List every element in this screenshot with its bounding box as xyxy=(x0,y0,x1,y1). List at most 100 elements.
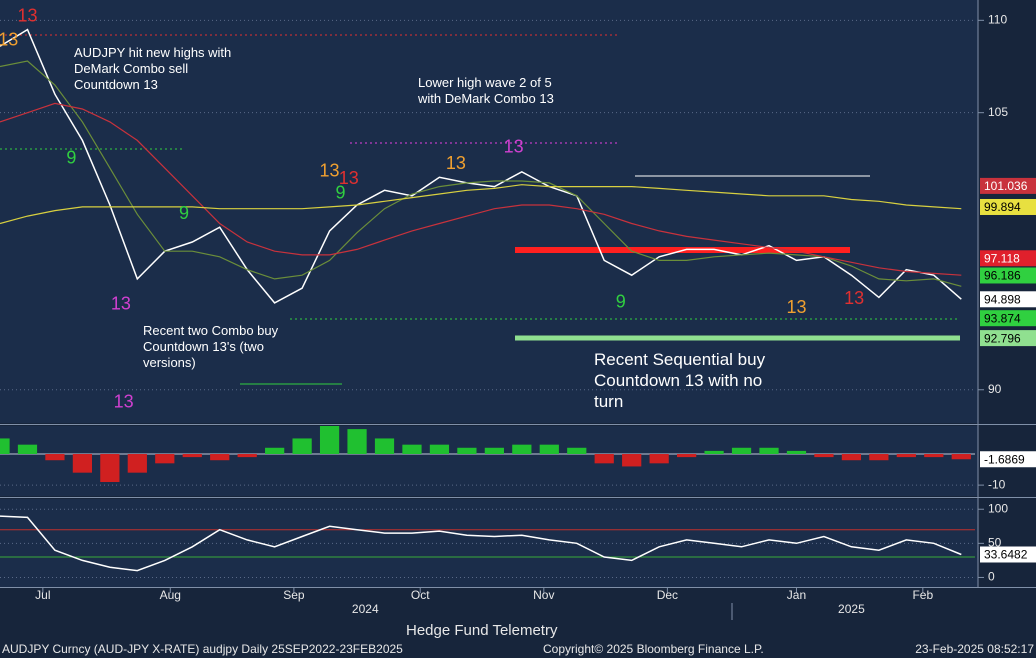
histogram-bar xyxy=(100,454,120,482)
histogram-bar xyxy=(155,454,175,464)
demark-count: 13 xyxy=(17,5,37,25)
price-badge-label: 92.796 xyxy=(984,331,1021,345)
price-badge-label: 94.898 xyxy=(984,292,1021,306)
x-tick-label: Aug xyxy=(160,588,181,602)
demark-count: 13 xyxy=(111,294,131,314)
price-badge xyxy=(980,198,1036,215)
footer-right: 23-Feb-2025 08:52:17 xyxy=(915,642,1034,656)
histogram-bar xyxy=(182,454,202,458)
histogram-bar xyxy=(374,438,395,454)
annotation: Lower high wave 2 of 5 with DeMark Combo… xyxy=(418,75,554,106)
x-tick-label: Nov xyxy=(533,588,554,602)
x-tick-label: Oct xyxy=(411,588,430,602)
histogram-bar xyxy=(265,447,285,454)
annotation: Recent two Combo buy Countdown 13's (two… xyxy=(143,323,279,370)
histogram-bar xyxy=(512,444,532,454)
y-tick-label: 110 xyxy=(988,12,1007,26)
price-panel xyxy=(0,0,978,423)
series-line xyxy=(0,102,962,276)
histogram-bar xyxy=(951,454,971,460)
x-tick-label: Jul xyxy=(35,588,50,602)
oscillator-panel xyxy=(0,499,978,587)
histogram-bar xyxy=(127,454,147,473)
price-badge-label: 101.036 xyxy=(984,179,1028,193)
histogram-bar xyxy=(457,447,477,454)
y-tick-label: 0 xyxy=(988,570,995,584)
annotation: AUDJPY hit new highs with DeMark Combo s… xyxy=(74,45,232,92)
histogram-bar xyxy=(814,454,834,458)
histogram-bar xyxy=(759,447,779,454)
histogram-bar xyxy=(704,450,724,454)
demark-count: 9 xyxy=(616,292,626,312)
demark-count: 13 xyxy=(320,161,340,181)
price-badge-label: 99.894 xyxy=(984,200,1021,214)
histogram-bar xyxy=(72,454,93,473)
price-badge xyxy=(980,267,1036,284)
x-tick-label: Jan xyxy=(787,588,806,602)
demark-count: 13 xyxy=(114,391,134,411)
annotation: Recent Sequential buy Countdown 13 with … xyxy=(594,350,766,411)
x-tick-label: Sep xyxy=(283,588,305,602)
x-tick-label: Feb xyxy=(912,588,933,602)
year-label: 2025 xyxy=(838,602,865,616)
histogram-bar xyxy=(210,454,230,461)
price-badge xyxy=(980,310,1036,327)
histogram-bar xyxy=(731,447,752,454)
y-tick-label: -10 xyxy=(988,477,1006,491)
demark-count: 9 xyxy=(336,183,346,203)
x-tick-label: Dec xyxy=(657,588,678,602)
histogram-bar xyxy=(237,454,257,458)
price-badge xyxy=(980,291,1036,308)
price-badge-label: 96.186 xyxy=(984,269,1021,283)
demark-count: 13 xyxy=(339,168,359,188)
footer-title: Hedge Fund Telemetry xyxy=(406,622,558,639)
histogram-bar xyxy=(594,454,614,464)
series-line xyxy=(0,515,962,572)
histogram-bar xyxy=(786,450,807,454)
demark-count: 13 xyxy=(504,137,524,157)
price-badge xyxy=(980,451,1036,468)
histogram-bar xyxy=(677,454,697,458)
series-line xyxy=(0,184,962,225)
price-badge-label: -1.6869 xyxy=(984,452,1025,466)
histogram-bar xyxy=(567,447,587,454)
demark-count: 13 xyxy=(844,288,864,308)
demark-count: 13 xyxy=(0,29,18,49)
price-badge xyxy=(980,177,1036,194)
histogram-bar xyxy=(869,454,889,461)
demark-count: 9 xyxy=(179,203,189,223)
histogram-bar xyxy=(402,444,422,454)
demark-count: 9 xyxy=(66,148,76,168)
histogram-bar xyxy=(17,444,38,454)
y-tick-label: 100 xyxy=(988,501,1008,515)
price-badge-label: 97.118 xyxy=(984,251,1020,265)
price-badge-label: 33.6482 xyxy=(984,548,1028,562)
y-tick-label: 90 xyxy=(988,382,1002,396)
footer-center: Copyright© 2025 Bloomberg Finance L.P. xyxy=(543,642,764,656)
histogram-bar xyxy=(896,454,916,458)
footer-left: AUDJPY Curncy (AUD-JPY X-RATE) audjpy Da… xyxy=(2,642,403,656)
histogram-bar xyxy=(292,438,312,454)
histogram-bar xyxy=(319,426,340,454)
price-badge xyxy=(980,250,1036,267)
series-line xyxy=(0,60,962,287)
histogram-bar xyxy=(539,444,559,454)
price-badge xyxy=(980,546,1036,563)
histogram-bar xyxy=(429,444,450,454)
histogram-bar xyxy=(622,454,642,467)
histogram-bar xyxy=(0,438,10,454)
y-tick-label: 105 xyxy=(988,105,1008,119)
histogram-bar xyxy=(347,429,367,454)
histogram-bar xyxy=(484,447,504,454)
year-label: 2024 xyxy=(352,602,379,616)
y-tick-label: 50 xyxy=(988,536,1002,550)
histogram-bar xyxy=(45,454,65,461)
price-badge xyxy=(980,330,1036,347)
demark-count: 13 xyxy=(786,297,806,317)
series-line xyxy=(0,28,962,304)
histogram-bar xyxy=(841,454,862,461)
price-badge-label: 93.874 xyxy=(984,311,1021,325)
demark-count: 13 xyxy=(446,153,466,173)
